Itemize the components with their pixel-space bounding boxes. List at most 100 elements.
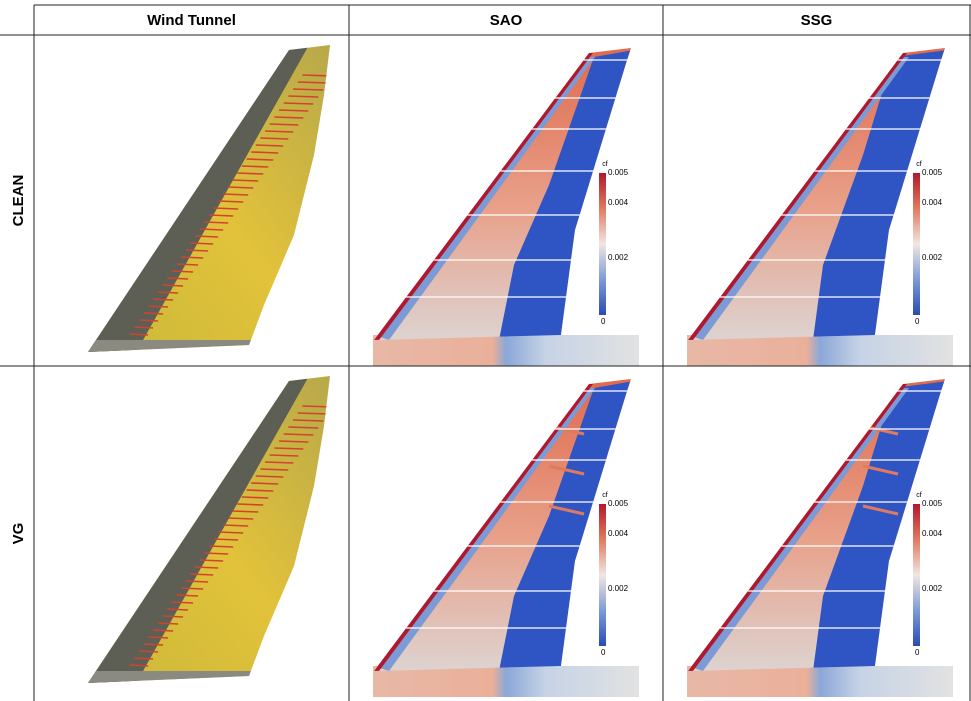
oil-streak bbox=[293, 89, 323, 90]
oil-streak bbox=[293, 420, 323, 421]
oil-streak bbox=[209, 546, 233, 547]
oil-streak bbox=[274, 448, 303, 449]
colorbar-tick: 0.005 bbox=[608, 499, 629, 508]
oil-streak bbox=[191, 243, 214, 244]
colorbar bbox=[599, 504, 606, 646]
oil-streak bbox=[260, 138, 288, 139]
oil-streak bbox=[172, 602, 193, 603]
oil-streak bbox=[139, 651, 158, 652]
colorbar-title: cf bbox=[602, 161, 608, 168]
oil-streak bbox=[153, 630, 173, 631]
colorbar-tick: 0.002 bbox=[608, 584, 629, 593]
oil-streak bbox=[177, 595, 199, 596]
oil-streak bbox=[135, 327, 153, 328]
oil-streak bbox=[153, 299, 173, 300]
oil-streak bbox=[177, 264, 199, 265]
oil-streak bbox=[265, 462, 293, 463]
cfd-image: cf0.0050.0040.0020 bbox=[663, 379, 963, 697]
oil-streak bbox=[195, 236, 218, 237]
oil-streak bbox=[302, 406, 333, 407]
oil-streak bbox=[223, 525, 248, 526]
oil-streak bbox=[195, 567, 218, 568]
oil-streak bbox=[284, 103, 314, 104]
oil-streak bbox=[302, 75, 333, 76]
fuselage bbox=[373, 666, 639, 697]
oil-streak bbox=[237, 504, 263, 505]
oil-streak bbox=[200, 560, 223, 561]
oil-streak bbox=[246, 490, 273, 491]
figure: Wind TunnelSAOSSGCLEANVGcf0.0050.0040.00… bbox=[0, 0, 971, 701]
oil-streak bbox=[144, 644, 163, 645]
colorbar-tick: 0 bbox=[915, 317, 920, 326]
colorbar-tick: 0.005 bbox=[922, 168, 943, 177]
oil-streak bbox=[186, 581, 208, 582]
oil-streak bbox=[219, 532, 244, 533]
oil-streak bbox=[270, 455, 299, 456]
oil-streak bbox=[209, 215, 233, 216]
oil-streak bbox=[205, 553, 229, 554]
colorbar-tick: 0 bbox=[601, 317, 606, 326]
colorbar-title: cf bbox=[602, 492, 608, 499]
oil-streak bbox=[158, 292, 178, 293]
oil-streak bbox=[181, 257, 203, 258]
colorbar bbox=[913, 173, 920, 315]
column-header: SSG bbox=[801, 12, 833, 29]
column-header: Wind Tunnel bbox=[147, 12, 236, 29]
colorbar-title: cf bbox=[916, 161, 922, 168]
colorbar-tick: 0.002 bbox=[608, 253, 629, 262]
oil-streak bbox=[288, 96, 318, 97]
oil-streak bbox=[139, 320, 158, 321]
colorbar bbox=[599, 173, 606, 315]
oil-streak bbox=[279, 110, 308, 111]
colorbar-tick: 0.004 bbox=[922, 529, 943, 538]
oil-streak bbox=[130, 334, 148, 335]
wind-tunnel-image bbox=[74, 45, 333, 365]
column-header: SAO bbox=[490, 12, 523, 29]
oil-streak bbox=[144, 313, 163, 314]
oil-streak bbox=[186, 250, 208, 251]
oil-streak bbox=[288, 427, 318, 428]
oil-streak bbox=[205, 222, 229, 223]
oil-streak bbox=[167, 278, 188, 279]
root-band bbox=[74, 671, 274, 691]
oil-streak bbox=[298, 413, 329, 414]
fuselage bbox=[373, 335, 639, 366]
oil-streak bbox=[270, 124, 299, 125]
oil-streak bbox=[172, 271, 193, 272]
oil-streak bbox=[260, 469, 288, 470]
colorbar-tick: 0 bbox=[915, 648, 920, 657]
oil-streak bbox=[298, 82, 329, 83]
oil-streak bbox=[130, 665, 148, 666]
fuselage bbox=[687, 666, 953, 697]
fuselage bbox=[687, 335, 953, 366]
oil-streak bbox=[163, 285, 184, 286]
colorbar-tick: 0.004 bbox=[922, 198, 943, 207]
colorbar-tick: 0.005 bbox=[922, 499, 943, 508]
colorbar-tick: 0.002 bbox=[922, 584, 943, 593]
row-label: VG bbox=[10, 523, 27, 545]
figure-canvas: Wind TunnelSAOSSGCLEANVGcf0.0050.0040.00… bbox=[0, 0, 971, 701]
oil-streak bbox=[228, 187, 253, 188]
oil-streak bbox=[232, 511, 258, 512]
cfd-image: cf0.005 0.004 0.002 0 bbox=[349, 48, 649, 366]
oil-streak bbox=[246, 159, 273, 160]
oil-streak bbox=[256, 145, 284, 146]
row-label: CLEAN bbox=[10, 175, 27, 227]
colorbar-tick: 0.004 bbox=[608, 198, 629, 207]
oil-streak bbox=[135, 658, 153, 659]
oil-streak bbox=[228, 518, 253, 519]
oil-streak bbox=[191, 574, 214, 575]
root-band bbox=[74, 340, 274, 360]
oil-streak bbox=[251, 483, 278, 484]
colorbar-tick: 0.005 bbox=[608, 168, 629, 177]
oil-streak bbox=[232, 180, 258, 181]
colorbar-tick: 0 bbox=[601, 648, 606, 657]
oil-streak bbox=[149, 637, 168, 638]
oil-streak bbox=[214, 208, 238, 209]
oil-streak bbox=[284, 434, 314, 435]
oil-streak bbox=[251, 152, 278, 153]
wind-tunnel-image bbox=[74, 376, 333, 696]
oil-streak bbox=[200, 229, 223, 230]
